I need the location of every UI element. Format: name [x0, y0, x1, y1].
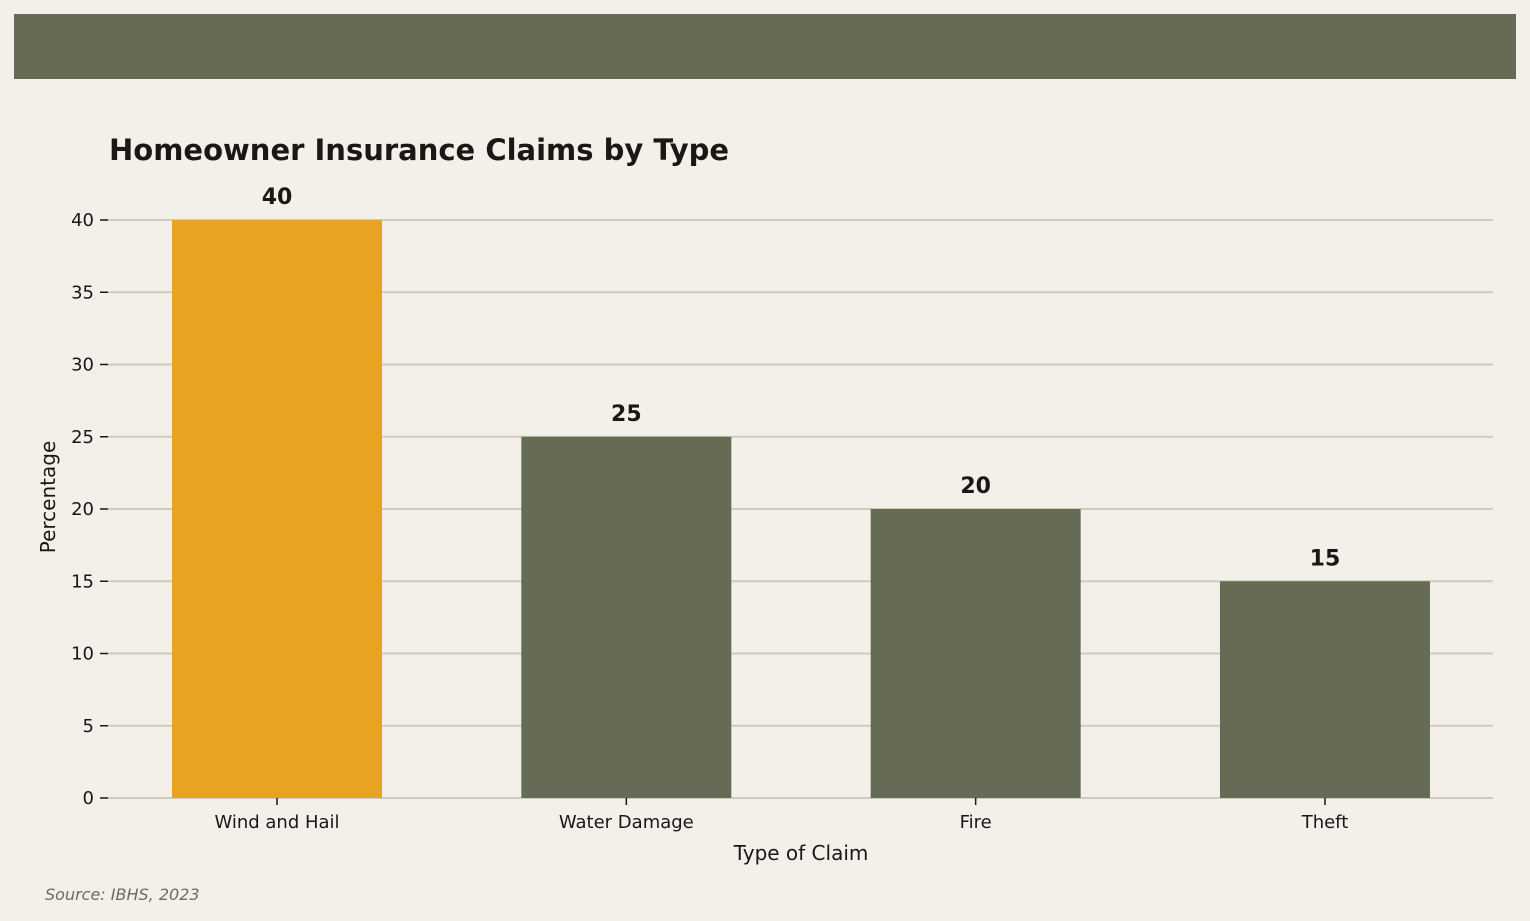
x-tick-label: Wind and Hail	[214, 812, 339, 833]
x-axis-ticks: Wind and Hail Water Damage Fire Theft	[214, 798, 1348, 833]
y-tick-label: 5	[83, 716, 94, 737]
bar	[172, 220, 382, 798]
data-label: 40	[262, 185, 293, 210]
x-axis-title: Type of Claim	[733, 841, 869, 865]
bars	[172, 220, 1430, 798]
x-tick-label: Fire	[960, 812, 992, 833]
source-note: Source: IBHS, 2023	[45, 885, 200, 904]
y-axis-ticks: 0 5 10 15 20 25 30 35 40	[71, 210, 108, 809]
y-axis-title: Percentage	[36, 441, 60, 554]
y-tick-label: 10	[71, 644, 94, 665]
y-tick-label: 30	[71, 355, 94, 376]
bar	[870, 509, 1081, 798]
data-label: 20	[960, 474, 991, 499]
x-tick-label: Theft	[1301, 812, 1349, 833]
y-tick-label: 25	[71, 427, 94, 448]
header-band	[14, 14, 1516, 79]
data-label: 15	[1310, 546, 1341, 571]
y-tick-label: 40	[71, 210, 94, 231]
y-tick-label: 0	[83, 788, 94, 809]
chart-title: Homeowner Insurance Claims by Type	[109, 133, 730, 167]
data-labels: 40 25 20 15	[262, 185, 1341, 571]
y-tick-label: 35	[71, 282, 94, 303]
x-tick-label: Water Damage	[559, 812, 694, 833]
bar	[521, 436, 732, 798]
y-tick-label: 15	[71, 571, 94, 592]
bar	[1219, 581, 1430, 798]
data-label: 25	[611, 402, 642, 427]
y-tick-label: 20	[71, 499, 94, 520]
